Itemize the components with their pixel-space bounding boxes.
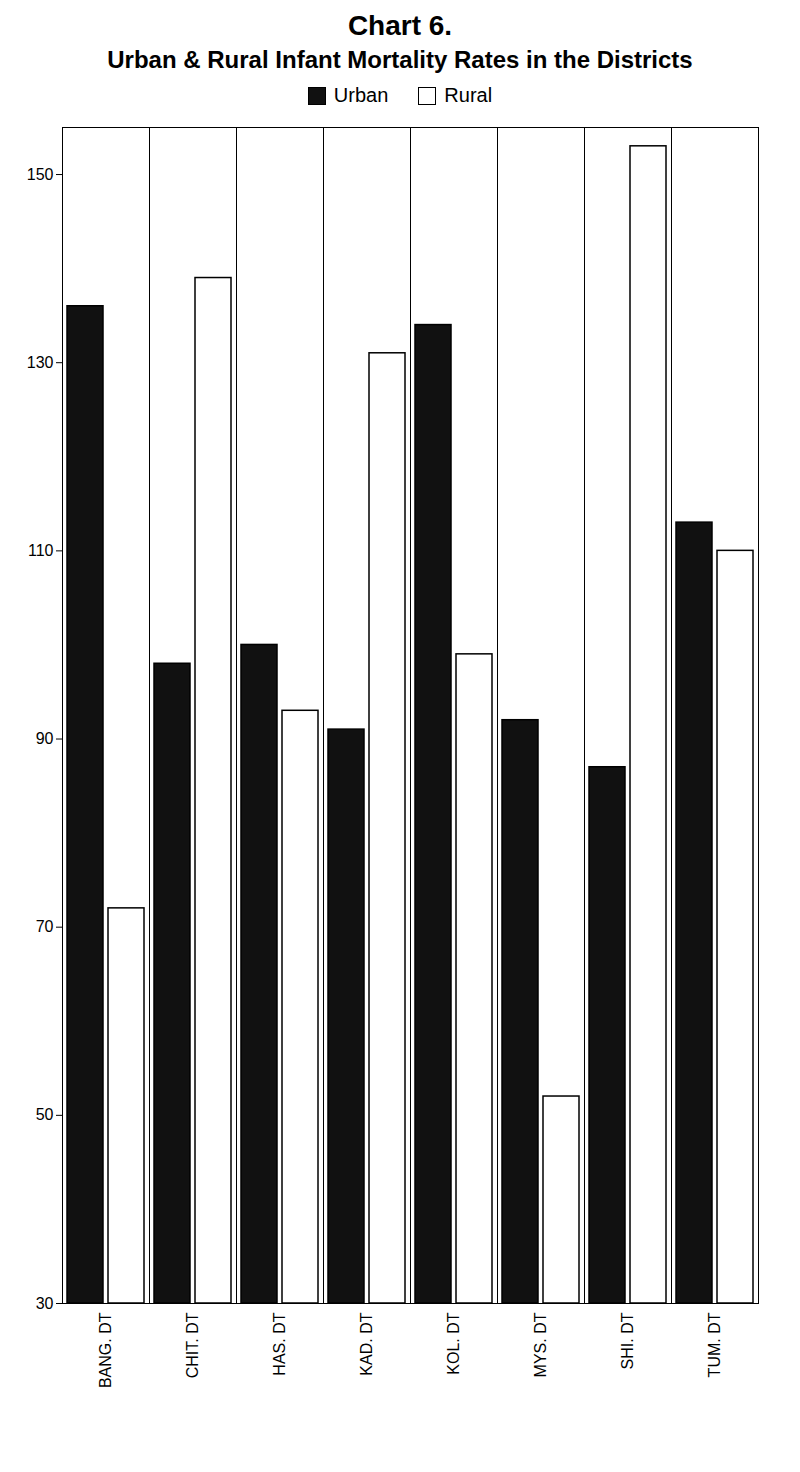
svg-text:CHIT. DT: CHIT. DT bbox=[184, 1312, 201, 1378]
html-text:Chart 6.: Chart 6. bbox=[347, 10, 453, 41]
svg-text:BANG. DT: BANG. DT bbox=[97, 1312, 114, 1388]
svg-text:50: 50 bbox=[36, 1106, 54, 1123]
svg-text:70: 70 bbox=[36, 918, 54, 935]
html-text:Rural: Rural bbox=[444, 84, 493, 106]
svg-text:130: 130 bbox=[27, 354, 54, 371]
html-text:Urban & Rural Infant Mortality: Urban & Rural Infant Mortality Rates in … bbox=[107, 46, 693, 73]
svg-text:KOL. DT: KOL. DT bbox=[445, 1312, 462, 1374]
svg-text:90: 90 bbox=[36, 730, 54, 747]
html-text:Urban: Urban bbox=[333, 84, 389, 106]
svg-text:30: 30 bbox=[36, 1295, 54, 1312]
svg-text:110: 110 bbox=[28, 542, 54, 559]
svg-text:KAD. DT: KAD. DT bbox=[358, 1312, 375, 1375]
svg-text:HAS. DT: HAS. DT bbox=[271, 1312, 288, 1375]
svg-text:150: 150 bbox=[27, 166, 54, 183]
svg-text:MYS. DT: MYS. DT bbox=[532, 1312, 549, 1377]
svg-text:TUM. DT: TUM. DT bbox=[706, 1312, 723, 1377]
svg-text:SHI. DT: SHI. DT bbox=[619, 1312, 636, 1369]
